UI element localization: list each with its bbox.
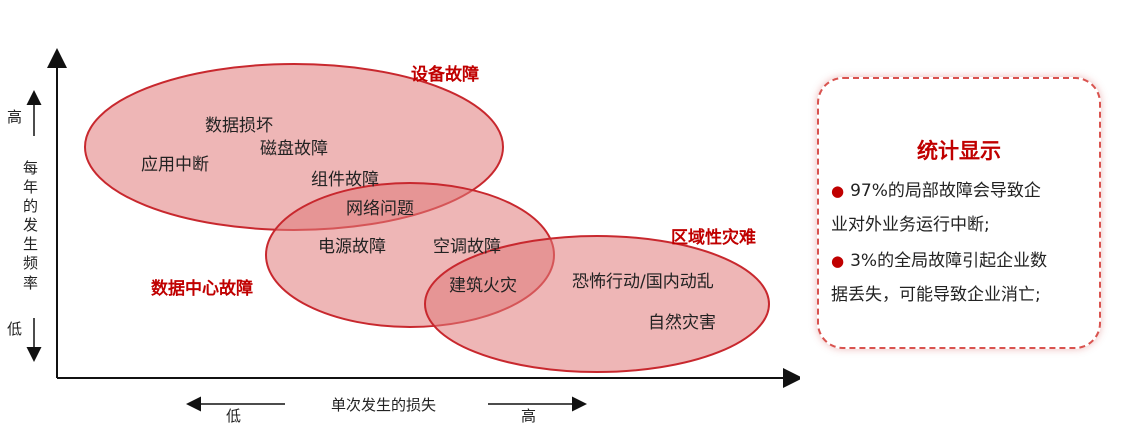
x-axis-high-label: 高 bbox=[521, 407, 536, 425]
stats-line-3: ● 3%的全局故障引起企业数 bbox=[831, 251, 1048, 271]
stats-line-2: 业对外业务运行中断; bbox=[831, 215, 990, 235]
y-axis-title-char: 每 bbox=[23, 159, 38, 177]
item-ac-failure: 空调故障 bbox=[433, 237, 501, 257]
y-axis-title-char: 年 bbox=[23, 178, 38, 196]
risk-diagram: 数据损坏 磁盘故障 应用中断 组件故障 网络问题 电源故障 空调故障 建筑火灾 … bbox=[7, 48, 800, 425]
y-axis-low-label: 低 bbox=[7, 320, 22, 338]
stats-title: 统计显示 bbox=[917, 139, 1001, 163]
y-axis-title-char: 发 bbox=[23, 216, 38, 234]
item-component-failure: 组件故障 bbox=[311, 170, 379, 190]
item-natural-disaster: 自然灾害 bbox=[648, 313, 716, 333]
y-axis-title: 每 年 的 发 生 频 率 bbox=[23, 159, 38, 292]
item-terror: 恐怖行动/国内动乱 bbox=[572, 272, 714, 292]
item-data-damage: 数据损坏 bbox=[205, 116, 273, 136]
item-disk-failure: 磁盘故障 bbox=[260, 139, 328, 159]
bullet-icon: ● bbox=[831, 182, 845, 200]
ellipse-regional-disaster bbox=[424, 235, 770, 373]
stats-line-1: ● 97%的局部故障会导致企 bbox=[831, 181, 1041, 201]
x-axis-low-label: 低 bbox=[226, 407, 241, 425]
y-axis-title-char: 的 bbox=[23, 197, 38, 215]
y-axis-title-char: 率 bbox=[23, 274, 38, 292]
group-label-equipment: 设备故障 bbox=[411, 64, 479, 85]
group-label-regional: 区域性灾难 bbox=[671, 227, 756, 248]
item-power-failure: 电源故障 bbox=[318, 237, 386, 257]
bullet-icon: ● bbox=[831, 252, 845, 270]
y-axis-title-char: 生 bbox=[23, 235, 38, 253]
y-axis-high-label: 高 bbox=[7, 108, 22, 126]
stats-box: 统计显示 ● 97%的局部故障会导致企 业对外业务运行中断; ● 3%的全局故障引起… bbox=[817, 77, 1101, 349]
stats-line-4: 据丢失，可能导致企业消亡; bbox=[831, 285, 1041, 305]
group-label-datacenter: 数据中心故障 bbox=[151, 278, 253, 299]
item-building-fire: 建筑火灾 bbox=[449, 276, 517, 296]
x-axis-title: 单次发生的损失 bbox=[331, 396, 436, 414]
item-network-issue: 网络问题 bbox=[346, 199, 414, 219]
item-app-interrupt: 应用中断 bbox=[141, 155, 209, 175]
y-axis-title-char: 频 bbox=[23, 254, 38, 272]
